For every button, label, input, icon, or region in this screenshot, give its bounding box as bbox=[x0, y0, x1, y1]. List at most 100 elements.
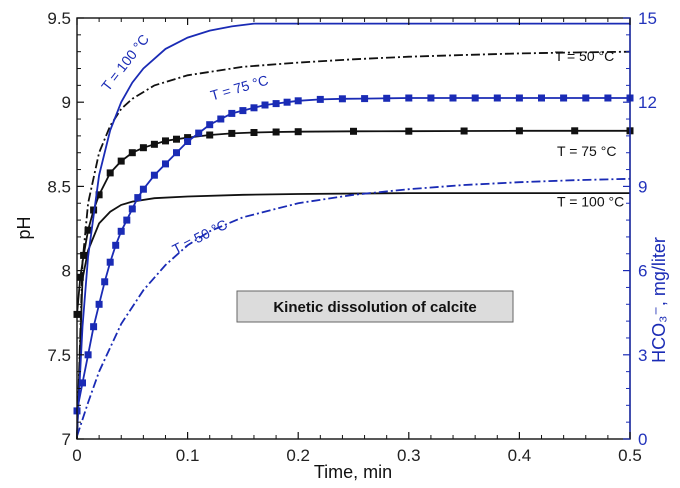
y-right-tick-label: 15 bbox=[638, 9, 657, 28]
series-marker-left-1 bbox=[184, 134, 192, 142]
series-marker-right-4 bbox=[184, 138, 192, 145]
y-left-axis: 7 7.5 8 8.5 9 9.5 bbox=[47, 9, 84, 449]
series-marker-right-4 bbox=[493, 94, 501, 102]
series-marker-left-1 bbox=[106, 169, 114, 177]
series-marker-right-4 bbox=[449, 94, 457, 102]
series-marker-right-4 bbox=[134, 194, 142, 202]
x-tick-label: 0.5 bbox=[618, 446, 642, 465]
series-marker-right-4 bbox=[405, 94, 413, 102]
series-marker-right-4 bbox=[427, 94, 435, 102]
series-marker-right-4 bbox=[228, 109, 236, 117]
series-marker-right-4 bbox=[283, 98, 291, 106]
series-line-left-0 bbox=[76, 50, 631, 440]
series-marker-right-4 bbox=[604, 94, 612, 102]
series-marker-left-1 bbox=[272, 128, 280, 136]
series-marker-right-4 bbox=[112, 241, 120, 249]
series-marker-left-1 bbox=[350, 127, 357, 135]
series-marker-left-1 bbox=[515, 127, 523, 135]
x-tick-label: 0.4 bbox=[508, 446, 532, 465]
series-annotation: T = 50 °C bbox=[170, 216, 230, 257]
series-marker-right-4 bbox=[261, 101, 269, 109]
y-left-tick-label: 8.5 bbox=[47, 177, 71, 196]
series-marker-left-1 bbox=[150, 140, 158, 148]
series-marker-right-4 bbox=[128, 205, 136, 213]
x-axis: 0 0.1 0.2 0.3 0.4 0.5 bbox=[72, 18, 642, 465]
series-marker-left-1 bbox=[162, 137, 169, 145]
series-marker-left-1 bbox=[571, 127, 579, 135]
series-marker-right-4 bbox=[250, 104, 258, 112]
y-left-tick-label: 7 bbox=[62, 430, 71, 449]
series-marker-right-4 bbox=[162, 160, 169, 168]
series-marker-right-4 bbox=[560, 94, 568, 102]
y-left-tick-label: 9 bbox=[62, 93, 71, 112]
series-marker-left-1 bbox=[139, 144, 147, 152]
x-axis-label: Time, min bbox=[314, 462, 392, 482]
series-marker-right-4 bbox=[195, 129, 203, 137]
series-marker-right-4 bbox=[173, 149, 180, 157]
series-marker-right-4 bbox=[139, 185, 147, 193]
series-marker-left-1 bbox=[228, 129, 236, 137]
y-right-tick-label: 6 bbox=[638, 262, 647, 281]
series-marker-right-4 bbox=[123, 216, 131, 224]
series-marker-right-4 bbox=[338, 95, 346, 103]
y-left-tick-label: 7.5 bbox=[47, 346, 71, 365]
y-right-axis: 0 3 6 9 12 15 bbox=[623, 9, 657, 449]
y-right-tick-label: 9 bbox=[638, 177, 647, 196]
series-marker-right-4 bbox=[79, 379, 86, 387]
series-marker-right-4 bbox=[217, 115, 225, 123]
y-right-tick-label: 0 bbox=[638, 430, 647, 449]
series-annotation: T = 75 °C bbox=[209, 72, 271, 104]
y-left-tick-label: 8 bbox=[62, 262, 71, 281]
series-marker-right-4 bbox=[106, 258, 114, 266]
series-annotation: T = 100 °C bbox=[557, 194, 624, 210]
series-marker-right-4 bbox=[101, 278, 109, 286]
x-tick-label: 0.3 bbox=[397, 446, 421, 465]
kinetic-annotation-box: Kinetic dissolution of calcite bbox=[236, 290, 514, 323]
series-marker-right-4 bbox=[239, 107, 247, 115]
y-right-tick-label: 3 bbox=[638, 346, 647, 365]
series-marker-right-4 bbox=[383, 94, 391, 102]
series-marker-left-1 bbox=[76, 273, 84, 281]
series-marker-right-4 bbox=[272, 100, 280, 108]
series-marker-left-1 bbox=[117, 157, 125, 165]
series-marker-left-1 bbox=[128, 149, 136, 157]
series-marker-left-1 bbox=[405, 127, 413, 135]
series-marker-right-4 bbox=[84, 351, 92, 359]
series-marker-left-1 bbox=[206, 131, 214, 139]
series-annotation: T = 100 °C bbox=[98, 31, 152, 94]
series-marker-right-4 bbox=[316, 95, 324, 103]
series-marker-left-1 bbox=[95, 191, 103, 199]
series-marker-right-4 bbox=[515, 94, 523, 102]
series-marker-right-4 bbox=[361, 95, 369, 103]
series-marker-left-1 bbox=[294, 128, 302, 136]
series-line-right-4 bbox=[76, 97, 630, 412]
plot-marks: T = 100 °C T = 50 °C T = 75 °C T = 75 °C T =… bbox=[73, 22, 634, 440]
x-tick-label: 0 bbox=[72, 446, 81, 465]
series-marker-right-4 bbox=[206, 121, 214, 129]
series-marker-left-1 bbox=[80, 251, 88, 259]
series-annotation: T = 75 °C bbox=[557, 143, 616, 159]
series-marker-right-4 bbox=[582, 94, 590, 102]
kinetic-annotation-text: Kinetic dissolution of calcite bbox=[273, 299, 476, 316]
y-right-tick-label: 12 bbox=[638, 93, 657, 112]
series-marker-right-4 bbox=[150, 171, 158, 179]
series-marker-right-4 bbox=[117, 227, 125, 235]
series-marker-left-1 bbox=[84, 226, 92, 234]
series-marker-right-4 bbox=[471, 94, 479, 102]
series-marker-right-4 bbox=[538, 94, 545, 102]
x-tick-label: 0.1 bbox=[176, 446, 200, 465]
series-line-left-1 bbox=[76, 129, 630, 315]
series-marker-right-4 bbox=[294, 97, 302, 105]
x-tick-label: 0.2 bbox=[286, 446, 310, 465]
series-marker-right-4 bbox=[95, 300, 103, 308]
series-line-right-5 bbox=[76, 22, 630, 434]
y-right-axis-label: HCO₃⁻, mg/liter bbox=[649, 237, 669, 363]
series-marker-left-1 bbox=[460, 127, 468, 135]
series-line-right-3 bbox=[76, 177, 631, 437]
series-marker-right-4 bbox=[90, 323, 98, 331]
series-marker-left-1 bbox=[173, 135, 180, 143]
series-marker-left-1 bbox=[250, 129, 258, 136]
series-annotation: T = 50 °C bbox=[555, 48, 614, 64]
y-left-tick-label: 9.5 bbox=[47, 9, 71, 28]
